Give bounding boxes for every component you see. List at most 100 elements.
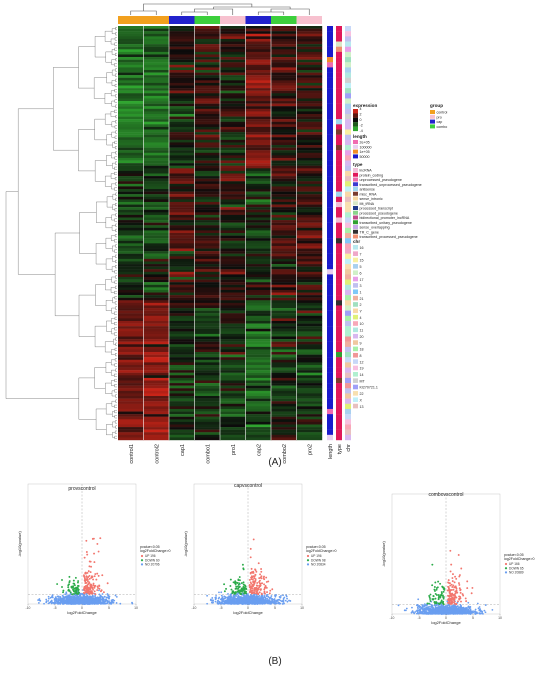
- heatmap-cell: [118, 142, 144, 146]
- heatmap-cell: [296, 240, 323, 244]
- heatmap-cell: [271, 196, 297, 200]
- heatmap-cell: [245, 26, 272, 29]
- dendrogram-branch: [112, 245, 116, 252]
- heatmap-cell: [169, 302, 195, 306]
- heatmap-cell: [271, 403, 297, 407]
- heatmap-cell: [118, 111, 144, 115]
- heatmap-cell: [245, 393, 272, 397]
- volcano-point-up: [86, 591, 89, 594]
- heatmap-cell: [194, 95, 221, 99]
- heatmap-cell: [169, 349, 195, 353]
- dendrogram-branch: [112, 256, 116, 262]
- volcano-point-ns: [51, 601, 54, 604]
- type-annotation-cell: [336, 403, 342, 410]
- heatmap-cell: [220, 44, 246, 47]
- heatmap-cell: [220, 90, 246, 94]
- heatmap-cell: [169, 67, 195, 71]
- heatmap-cell: [169, 352, 195, 355]
- heatmap-cell: [143, 375, 170, 379]
- heatmap-cell: [271, 357, 297, 360]
- heatmap-cell: [271, 31, 297, 34]
- heatmap-cell: [220, 31, 246, 34]
- volcano-ylabel: -log10(pvalue): [183, 531, 188, 557]
- volcano-point-down: [223, 583, 226, 586]
- heatmap-cell: [194, 77, 221, 81]
- heatmap-cell: [169, 320, 195, 324]
- volcano-point-ns: [275, 602, 278, 605]
- heatmap-cell: [220, 49, 246, 53]
- chr-legend-label: 17: [360, 278, 364, 282]
- heatmap-cell: [271, 352, 297, 355]
- heatmap-cell: [194, 85, 221, 89]
- heatmap-cell: [220, 264, 246, 267]
- volcano-point-up: [253, 587, 256, 589]
- heatmap-cell: [220, 282, 246, 285]
- volcano-point-ns: [236, 593, 239, 596]
- heatmap-cell: [271, 383, 297, 386]
- chr-annotation-cell: [345, 414, 351, 420]
- heatmap-cell: [118, 421, 144, 425]
- heatmap-cell: [220, 256, 246, 260]
- volcano-legend-title: pvalue<0.05: [306, 545, 326, 549]
- length-annotation-cell: [327, 196, 333, 203]
- volcano-point-ns: [70, 602, 73, 605]
- heatmap-cell: [194, 101, 221, 104]
- volcano-point-ns: [65, 591, 68, 594]
- heatmap-cell: [220, 101, 246, 104]
- length-annotation-cell: [327, 258, 333, 265]
- heatmap-cell: [194, 269, 221, 273]
- heatmap-cell: [169, 212, 195, 216]
- volcano-point-down: [56, 583, 59, 585]
- heatmap-cell: [296, 214, 323, 218]
- volcano-legend-label: NO 20796: [145, 563, 160, 567]
- heatmap-cell: [271, 142, 297, 146]
- chr-annotation-cell: [345, 408, 351, 415]
- volcano-point-ns: [47, 597, 50, 600]
- heatmap-cell: [245, 28, 272, 32]
- heatmap-cell: [220, 111, 246, 115]
- volcano-point-up: [87, 576, 90, 578]
- heatmap-cell: [194, 57, 221, 60]
- heatmap-cell: [143, 411, 170, 415]
- heatmap-cell: [245, 292, 272, 296]
- heatmap-cell: [118, 62, 144, 66]
- dendrogram-branch: [114, 322, 117, 326]
- heatmap-cell: [169, 414, 195, 417]
- heatmap-cell: [245, 274, 272, 278]
- heatmap-cell: [220, 308, 246, 311]
- chr-legend-label: 21: [360, 297, 364, 301]
- volcano-point-up: [263, 583, 266, 586]
- heatmap-cell: [296, 310, 323, 314]
- chr-legend-swatch: [353, 372, 358, 377]
- heatmap-cell: [143, 90, 170, 94]
- heatmap-cell: [296, 354, 323, 358]
- type-annotation-cell: [336, 93, 342, 99]
- heatmap-cell: [271, 90, 297, 94]
- heatmap-cell: [296, 157, 323, 161]
- heatmap-cell: [245, 432, 272, 436]
- type-annotation-cell: [336, 82, 342, 89]
- heatmap-cell: [194, 103, 221, 107]
- heatmap-cell: [245, 80, 272, 84]
- volcano-point-ns: [217, 599, 219, 602]
- heatmap-cell: [169, 364, 195, 368]
- heatmap-cell: [194, 217, 221, 221]
- heatmap-cell: [194, 222, 221, 226]
- heatmap-cell: [143, 139, 170, 143]
- dendrogram-branch: [115, 115, 117, 119]
- length-annotation-cell: [327, 170, 333, 177]
- heatmap-cell: [194, 121, 221, 125]
- x-tick-label: -10: [192, 606, 197, 610]
- volcano-point-down: [234, 583, 237, 586]
- volcano-title: capvscontrol: [234, 483, 262, 489]
- heatmap-cell: [220, 326, 246, 329]
- heatmap-cell: [194, 266, 221, 270]
- volcano-point-up: [248, 584, 251, 587]
- heatmap-cell: [220, 142, 246, 146]
- volcano-point-ns: [266, 594, 269, 596]
- volcano-point-ns: [247, 599, 250, 602]
- volcano-point-up: [89, 571, 92, 574]
- volcano-point-ns: [245, 595, 247, 598]
- heatmap-cell: [296, 393, 323, 397]
- volcano-point-ns: [69, 593, 72, 596]
